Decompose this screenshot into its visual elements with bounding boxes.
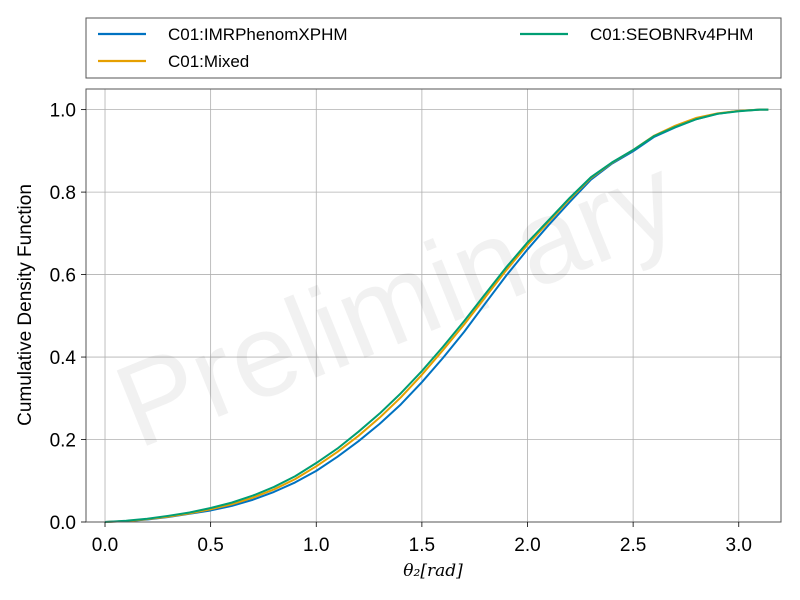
x-tick-label: 2.0 (514, 535, 540, 556)
legend: C01:IMRPhenomXPHM C01:Mixed C01:SEOBNRv4PH… (85, 17, 782, 79)
x-tick-label: 3.0 (726, 535, 752, 556)
legend-label-1: C01:Mixed (168, 52, 249, 71)
y-tick-label: 0.4 (50, 348, 77, 369)
legend-label-0: C01:IMRPhenomXPHM (168, 25, 348, 44)
y-tick-label: 0.2 (50, 431, 76, 452)
y-axis-label: Cumulative Density Function (15, 184, 36, 426)
series-line-2 (104, 108, 769, 523)
x-tick-label: 2.5 (620, 535, 646, 556)
x-tick-label: 0.0 (92, 535, 118, 556)
y-tick-label: 1.0 (50, 101, 76, 122)
grid (86, 89, 781, 523)
series-lines (104, 108, 769, 523)
legend-label-2: C01:SEOBNRv4PHM (590, 25, 753, 44)
x-axis-ticks: 0.0 0.5 1.0 1.5 2.0 2.5 3.0 (92, 522, 752, 556)
x-tick-label: 0.5 (197, 535, 223, 556)
plot-frame (85, 88, 782, 523)
x-tick-label: 1.0 (303, 535, 329, 556)
legend-frame (85, 17, 782, 79)
y-tick-label: 0.0 (50, 513, 76, 534)
x-axis-label: θ₂[rad] (403, 561, 463, 581)
y-tick-label: 0.8 (50, 183, 76, 204)
y-tick-label: 0.6 (50, 266, 76, 287)
watermark-text: Preliminary (98, 130, 695, 473)
x-tick-label: 1.5 (409, 535, 435, 556)
y-axis-ticks: 0.0 0.2 0.4 0.6 0.8 1.0 (50, 101, 86, 534)
